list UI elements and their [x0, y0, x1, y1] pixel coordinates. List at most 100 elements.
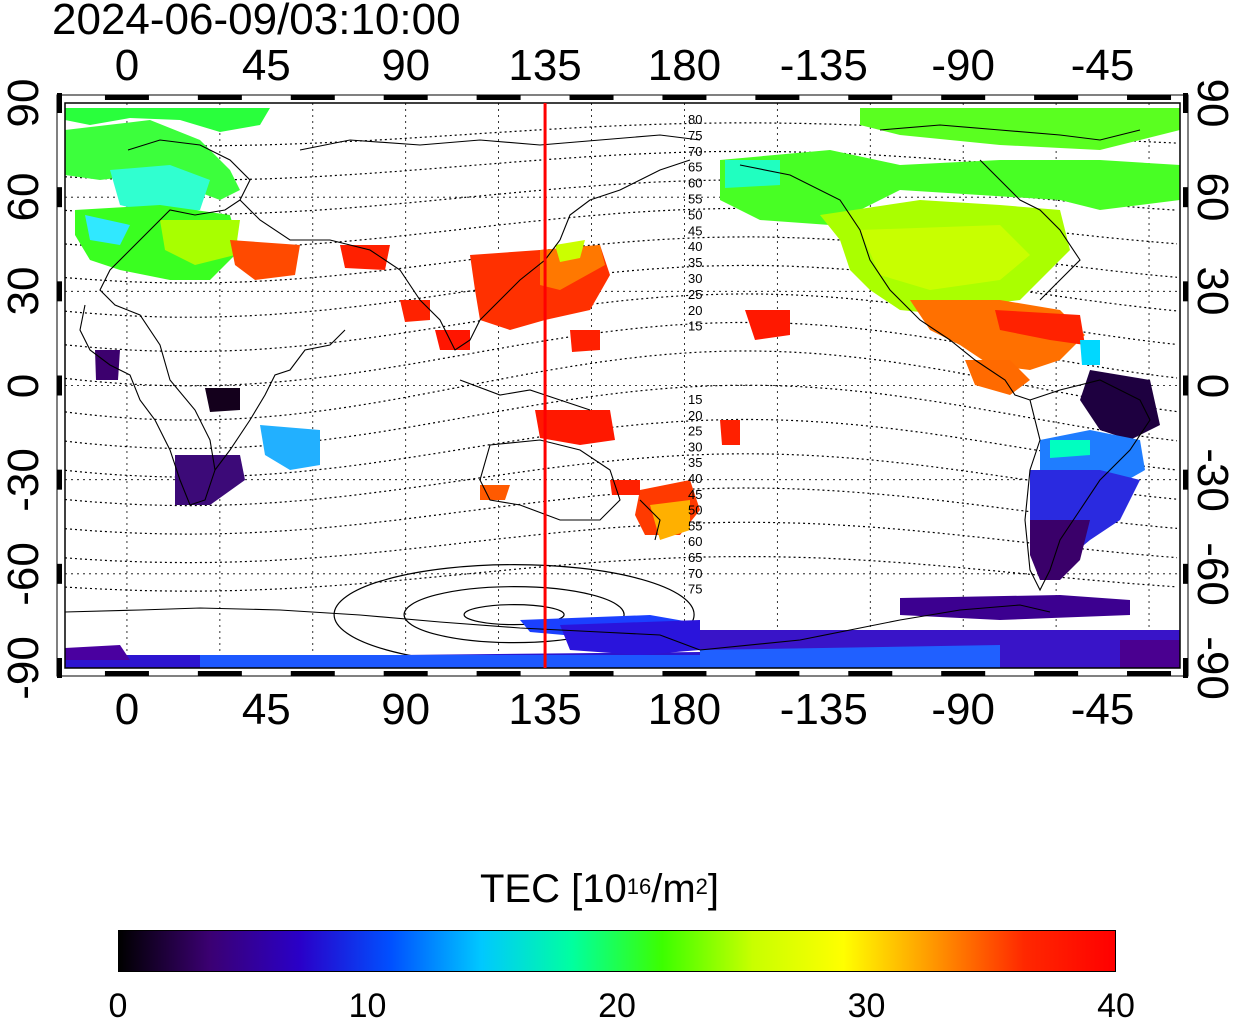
axis-tick-label: -90: [0, 636, 48, 700]
contour-label: 40: [688, 239, 702, 254]
colorbar-title: TEC [1016/m2]: [480, 867, 720, 911]
x-tick-bar: [941, 95, 986, 100]
x-tick-bar: [941, 671, 986, 676]
contour-label: 50: [688, 207, 702, 222]
axis-tick-label: -135: [779, 685, 868, 734]
axis-tick-label: 45: [241, 41, 291, 90]
contour-label: 30: [688, 439, 702, 454]
axis-tick-label: -60: [0, 542, 48, 606]
contour-line: [65, 521, 1178, 564]
x-tick-bar: [197, 95, 242, 100]
axis-tick-label: -30: [1188, 447, 1235, 512]
axis-tick-label: 90: [0, 78, 48, 128]
x-tick-bar: [290, 671, 335, 676]
contour-label: 30: [688, 271, 702, 286]
axis-tick-label: 0: [0, 373, 48, 398]
y-tick-bar: [1183, 93, 1188, 113]
x-tick-bar: [569, 671, 614, 676]
contour-label: 35: [688, 255, 702, 270]
contour-label: 40: [688, 471, 702, 486]
contour-line: [65, 150, 1178, 181]
colorbar-tick-label: 0: [108, 987, 128, 1025]
contour-line: [403, 586, 625, 644]
axis-tick-label: 90: [381, 685, 431, 734]
contour-line: [65, 487, 1178, 535]
contour-line: [65, 321, 1178, 387]
axis-tick-label: -135: [779, 41, 868, 90]
contour-label: 25: [688, 424, 702, 439]
contour-label: 70: [688, 144, 702, 159]
contour-label: 45: [688, 223, 702, 238]
x-tick-bar: [1034, 671, 1079, 676]
contour-label: 15: [688, 392, 702, 407]
x-tick-bar: [662, 95, 707, 100]
axis-tick-label: 135: [508, 685, 582, 734]
x-tick-bar: [104, 95, 149, 100]
x-tick-bar: [755, 671, 800, 676]
contour-label: 20: [688, 408, 702, 423]
tec-data-patches: [65, 108, 1180, 668]
contour-line: [65, 350, 1178, 421]
coastlines: [65, 124, 1151, 651]
y-tick-bar: [1183, 281, 1188, 302]
y-tick-bar: [1183, 658, 1188, 678]
x-tick-bar: [1127, 95, 1172, 100]
contour-label: 65: [688, 550, 702, 565]
y-tick-bar: [1183, 563, 1188, 584]
contour-label: 55: [688, 192, 702, 207]
contour-line: [65, 122, 1178, 147]
contour-line: [65, 556, 1178, 592]
contour-label: 60: [688, 176, 702, 191]
axis-tick-label: 30: [1188, 266, 1235, 316]
contour-line: [65, 384, 1178, 450]
x-tick-bar: [383, 95, 428, 100]
axis-tick-label: -45: [1070, 685, 1135, 734]
colorbar-tick-label: 40: [1097, 987, 1135, 1025]
x-tick-bar: [1034, 95, 1079, 100]
axis-tick-label: -90: [931, 41, 995, 90]
axis-tick-label: 135: [508, 41, 582, 90]
y-tick-bar: [57, 187, 62, 208]
contour-line: [65, 453, 1178, 507]
y-tick-bar: [57, 375, 62, 396]
plot-border: [64, 102, 1181, 669]
contour-label: 45: [688, 487, 702, 502]
y-tick-bar: [1183, 469, 1188, 490]
axis-tick-label: -90: [1188, 636, 1235, 700]
y-tick-bar: [57, 658, 62, 678]
axis-tick-label: -90: [931, 685, 995, 734]
contour-labels: 8075706560555045403530252015152025303540…: [688, 112, 702, 597]
contour-label: 50: [688, 503, 702, 518]
axis-tick-label: 90: [1188, 78, 1235, 128]
colorbar-tick-label: 30: [847, 987, 886, 1025]
x-tick-bar: [848, 95, 893, 100]
contour-line: [65, 418, 1178, 478]
contour-label: 35: [688, 455, 702, 470]
contour-label: 65: [688, 160, 702, 175]
y-tick-bar: [57, 469, 62, 490]
x-tick-bar: [569, 95, 614, 100]
axis-tick-label: 180: [647, 685, 722, 734]
contour-label: 80: [688, 112, 702, 127]
tec-colorbar: [118, 930, 1116, 972]
y-tick-bar: [57, 563, 62, 584]
map-frame: [56, 93, 1189, 678]
y-tick-bar: [57, 93, 62, 113]
x-tick-bar: [290, 95, 335, 100]
x-tick-bar: [662, 671, 707, 676]
map-title: 2024-06-09/03:10:00: [52, 0, 461, 44]
colorbar-tick-label: 10: [348, 987, 387, 1025]
contour-label: 75: [688, 128, 702, 143]
contour-label: 60: [688, 534, 702, 549]
axis-tick-label: -45: [1070, 41, 1135, 90]
contour-line: [463, 604, 565, 626]
x-tick-bar: [476, 95, 521, 100]
contour-line: [65, 179, 1178, 215]
axis-tick-label: 0: [114, 41, 140, 90]
contour-label: 55: [688, 518, 702, 533]
axis-tick-label: 0: [1188, 373, 1235, 398]
axis-tick-label: 60: [1188, 172, 1235, 222]
axis-tick-label: -60: [1188, 542, 1235, 606]
axis-tick-label: 90: [381, 41, 431, 90]
